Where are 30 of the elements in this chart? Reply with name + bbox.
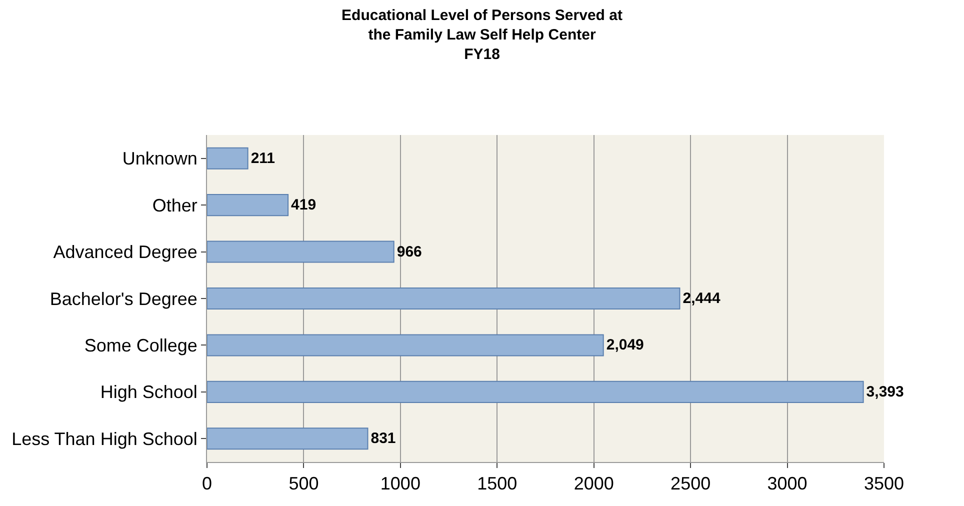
x-tick-label: 2000 (574, 474, 614, 494)
x-tick-label: 0 (202, 474, 212, 494)
y-tick-label: Unknown (122, 148, 198, 169)
y-tick-label: Some College (84, 336, 198, 356)
y-tick-label: Bachelor's Degree (50, 288, 198, 309)
x-tick-label: 1000 (380, 474, 420, 494)
bar (207, 240, 394, 263)
data-label: 211 (250, 150, 276, 167)
bar (207, 334, 604, 356)
data-label: 966 (396, 243, 422, 260)
x-tick-label: 500 (288, 474, 319, 494)
y-tick-label: Advanced Degree (53, 242, 198, 262)
x-tick-label: 1500 (477, 474, 518, 494)
chart-title: Educational Level of Persons Served at the Family Law Self Help Center FY18 (342, 7, 622, 64)
y-tick-label: Other (152, 195, 198, 216)
data-label: 2,049 (606, 336, 644, 354)
y-tick-label: Less Than High School (12, 428, 198, 449)
data-label: 419 (291, 196, 316, 214)
bar (207, 287, 680, 310)
x-tick-label: 3000 (767, 474, 808, 494)
bar (207, 147, 248, 170)
data-label: 831 (370, 430, 396, 448)
x-tick-label: 3500 (864, 474, 904, 494)
data-label: 2,444 (682, 290, 721, 307)
bar (207, 428, 368, 450)
x-tick-label: 2500 (670, 474, 711, 494)
bar (207, 194, 289, 216)
y-tick-label: High School (100, 382, 198, 402)
bar (207, 380, 864, 403)
data-label: 3,393 (866, 383, 904, 400)
